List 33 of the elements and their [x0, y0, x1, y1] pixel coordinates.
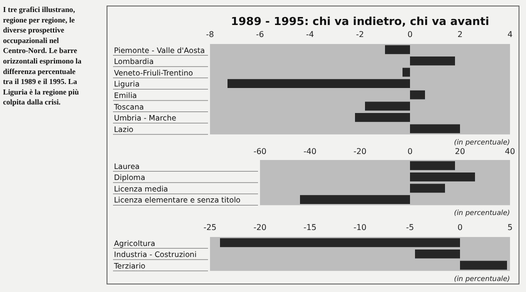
x-tick-label: -10: [353, 223, 367, 232]
bar: [300, 195, 410, 204]
x-tick-label: -60: [253, 147, 267, 156]
x-tick-label: -40: [303, 147, 317, 156]
bar: [355, 113, 410, 122]
x-tick-label: -8: [206, 30, 214, 39]
x-tick-label: 4: [507, 30, 513, 39]
x-tick-label: -15: [303, 223, 317, 232]
x-tick-label: -6: [256, 30, 264, 39]
x-tick-label: -20: [253, 223, 267, 232]
x-tick-label: 20: [454, 147, 466, 156]
x-tick-label: 40: [504, 147, 516, 156]
x-tick-label: 0: [457, 223, 463, 232]
x-tick-label: -4: [306, 30, 314, 39]
x-tick-label: 5: [507, 223, 513, 232]
x-tick-label: -2: [356, 30, 364, 39]
bar: [410, 124, 460, 134]
x-tick-label: 0: [407, 30, 413, 39]
bar: [228, 79, 410, 88]
bar: [410, 161, 455, 170]
bar: [410, 184, 445, 193]
chart-title: 1989 - 1995: chi va indietro, chi va avanti: [230, 15, 490, 28]
x-tick-label: 0: [407, 147, 413, 156]
x-tick-label: -5: [406, 223, 414, 232]
x-tick-label: 2: [457, 30, 463, 39]
bar: [410, 90, 425, 100]
bar: [410, 172, 475, 182]
bar: [385, 45, 410, 54]
bar: [410, 56, 455, 66]
x-tick-label: -25: [203, 223, 217, 232]
bar: [365, 102, 410, 111]
bar: [402, 68, 410, 77]
x-tick-label: -20: [353, 147, 367, 156]
